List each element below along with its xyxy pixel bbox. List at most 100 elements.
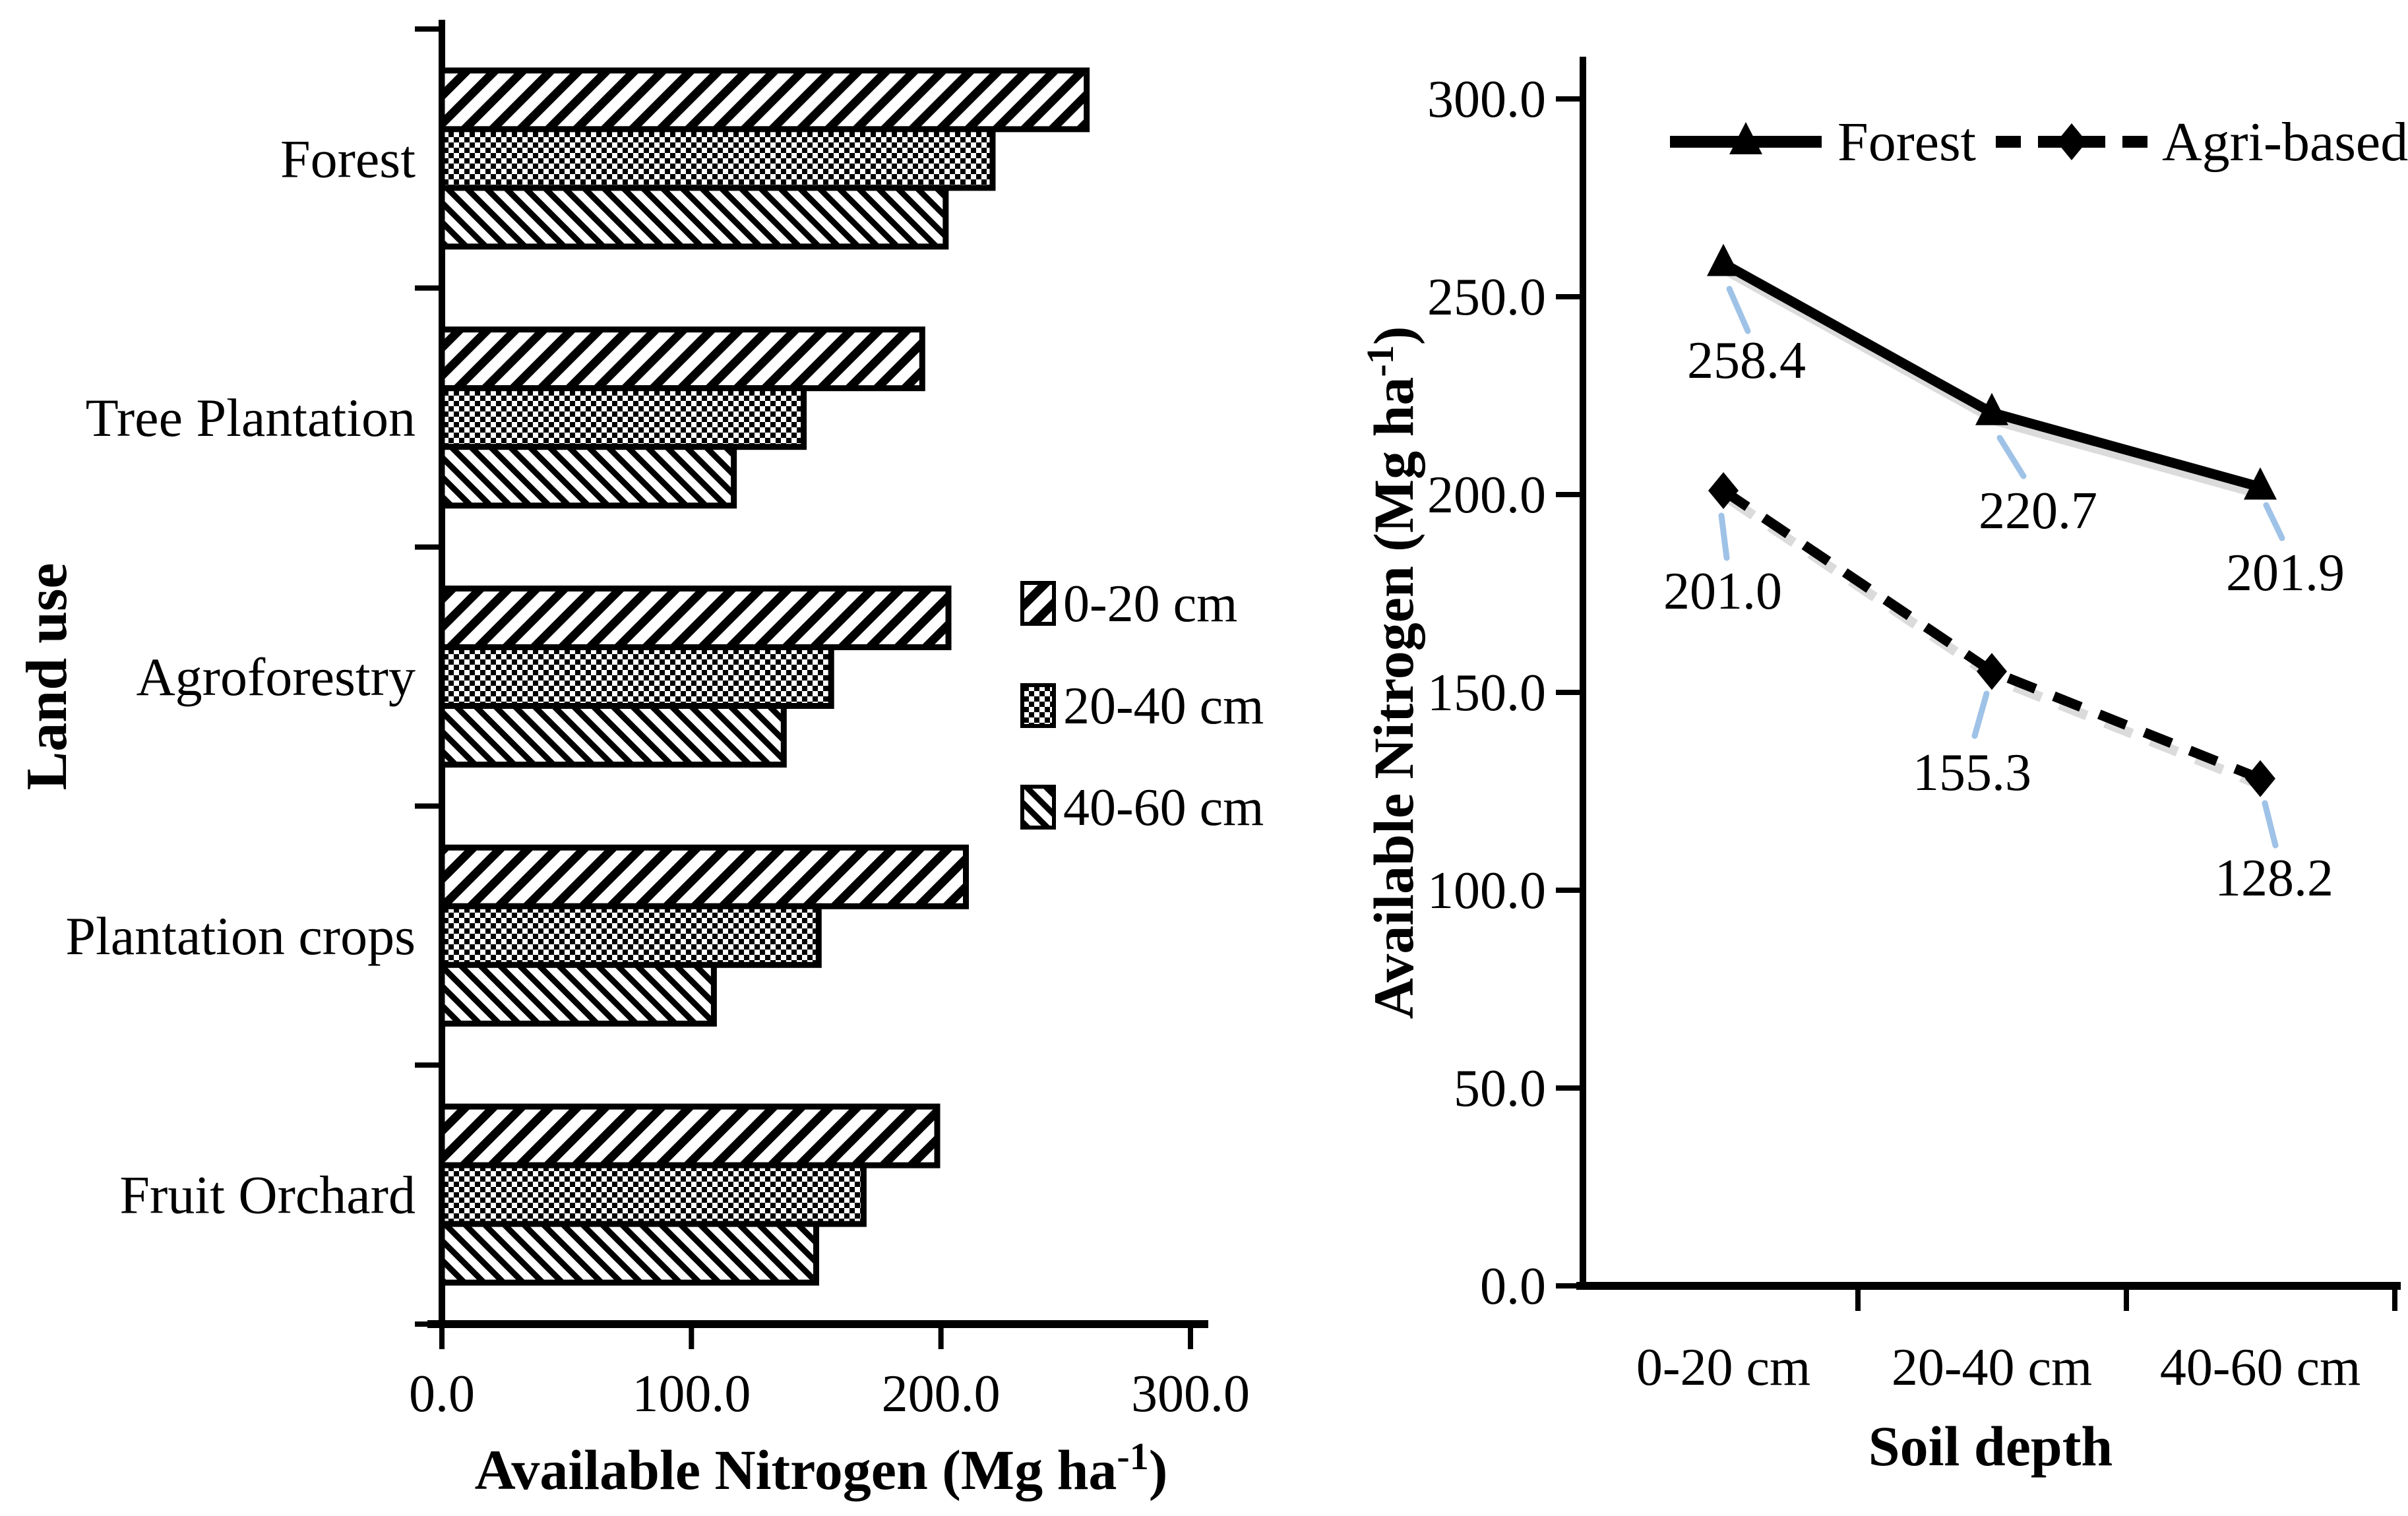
y-tick-label: 250.0 <box>1427 268 1546 326</box>
x-tick-label: 0.0 <box>409 1365 475 1423</box>
y-tick-label: 100.0 <box>1427 862 1546 920</box>
data-label-leader-line <box>2263 502 2285 541</box>
triangle-marker-forest <box>1975 392 2008 425</box>
y-tick-label: 200.0 <box>1427 466 1546 524</box>
data-label-agri-based-0-20-cm: 201.0 <box>1663 562 1782 621</box>
data-label-forest-20-40-cm: 220.7 <box>1979 482 2097 540</box>
y-axis-tick <box>415 26 442 32</box>
x-axis-title-sup: -1 <box>1117 1435 1148 1478</box>
category-label-tree-plantation: Tree Plantation <box>86 388 416 448</box>
y-axis-tick <box>415 1321 442 1327</box>
data-label-leader-line <box>1996 435 2027 479</box>
triangle-marker-forest <box>2244 467 2277 500</box>
x-axis-line <box>1576 1282 2401 1290</box>
bar-tree-plantation-20-40-cm <box>439 385 807 450</box>
y-axis-tick <box>1556 96 1583 102</box>
x-axis-tick <box>1855 1286 1861 1311</box>
x-axis-title: Soil depth <box>1868 1414 2113 1478</box>
x-axis-tick <box>2124 1286 2129 1311</box>
data-label-forest-0-20-cm: 258.4 <box>1687 332 1806 390</box>
x-axis-tick <box>938 1324 944 1349</box>
data-label-leader-line <box>2262 800 2279 849</box>
landuse-bar-chart: Forest Tree Plantation Agroforestry Plantat… <box>15 20 1264 1501</box>
data-label-leader-line <box>1726 286 1751 334</box>
bar-agroforestry-20-40-cm <box>439 644 834 709</box>
category-label-plantation-crops: Plantation crops <box>65 906 416 966</box>
x-tick-label: 200.0 <box>882 1365 1001 1423</box>
legend-swatch-0-20-cm <box>1020 581 1056 626</box>
bar-fruit-orchard-40-60-cm <box>439 1221 819 1286</box>
soildepth-line-chart: 0.0 50.0 100.0 150.0 200.0 250.0 300.0 0-20 cm 2… <box>1359 57 2408 1478</box>
x-axis-title: Available Nitrogen (Mg ha-1) <box>475 1435 1168 1501</box>
category-label-fruit-orchard: Fruit Orchard <box>119 1165 416 1225</box>
data-label-leader-line <box>1971 690 1990 739</box>
bar-fruit-orchard-0-20-cm <box>439 1103 941 1168</box>
legend-label-20-40-cm: 20-40 cm <box>1063 677 1264 735</box>
bar-tree-plantation-0-20-cm <box>439 326 925 392</box>
x-axis-tick <box>689 1324 695 1349</box>
x-axis-title-pre: Available Nitrogen (Mg ha <box>475 1438 1117 1501</box>
x-axis-title-post: ) <box>1149 1438 1168 1501</box>
bar-agroforestry-0-20-cm <box>439 586 952 650</box>
data-label-agri-based-40-60-cm: 128.2 <box>2215 849 2333 907</box>
bar-tree-plantation-40-60-cm <box>439 444 737 509</box>
y-axis-tick <box>1556 492 1583 497</box>
y-axis-tick <box>415 285 442 291</box>
legend-label-agri-based: Agri-based <box>2162 111 2408 173</box>
x-tick-label-20-40-cm: 20-40 cm <box>1892 1339 2092 1397</box>
bar-plantation-crops-0-20-cm <box>439 844 969 909</box>
legend-label-40-60-cm: 40-60 cm <box>1063 779 1264 837</box>
bar-fruit-orchard-20-40-cm <box>439 1162 867 1227</box>
y-axis-title: Available Nitrogen (Mg ha-1) <box>1359 326 1425 1019</box>
data-label-leader-line <box>1718 512 1730 561</box>
x-tick-label-40-60-cm: 40-60 cm <box>2160 1339 2361 1397</box>
data-label-forest-40-60-cm: 201.9 <box>2226 544 2345 602</box>
legend-diamond-marker <box>2056 123 2087 160</box>
x-axis-tick <box>439 1324 445 1349</box>
legend-swatch-40-60-cm <box>1020 785 1056 830</box>
y-tick-label: 50.0 <box>1454 1060 1546 1118</box>
diamond-marker-agri-based <box>1708 472 1739 509</box>
bar-agroforestry-40-60-cm <box>439 703 787 768</box>
x-tick-label-0-20-cm: 0-20 cm <box>1636 1339 1810 1397</box>
y-axis-title-post: ) <box>1362 326 1425 346</box>
data-label-agri-based-20-40-cm: 155.3 <box>1913 744 2031 802</box>
x-axis-tick <box>1188 1324 1193 1349</box>
y-tick-label: 0.0 <box>1480 1258 1546 1316</box>
x-axis-line <box>427 1320 1208 1328</box>
bar-plantation-crops-40-60-cm <box>439 961 717 1027</box>
y-axis-line <box>1580 57 1586 1290</box>
y-tick-label: 150.0 <box>1427 664 1546 722</box>
y-axis-title: Land use <box>15 563 79 791</box>
y-axis-tick <box>1556 294 1583 299</box>
y-tick-label: 300.0 <box>1427 71 1546 129</box>
y-axis-tick <box>415 803 442 809</box>
triangle-marker-forest <box>1707 243 1740 276</box>
legend-triangle-marker <box>1729 122 1762 154</box>
y-axis-title-sup: -1 <box>1359 345 1402 377</box>
y-axis-title-pre: Available Nitrogen (Mg ha <box>1362 377 1425 1019</box>
x-tick-label: 300.0 <box>1131 1365 1250 1423</box>
y-axis-tick <box>1556 1085 1583 1091</box>
y-axis-tick <box>1556 1283 1583 1289</box>
legend-swatch-20-40-cm <box>1020 683 1056 728</box>
line-agri-based <box>1720 486 2262 783</box>
x-tick-label: 100.0 <box>632 1365 751 1423</box>
y-axis-tick <box>415 544 442 550</box>
category-label-agroforestry: Agroforestry <box>136 647 416 707</box>
x-axis-tick <box>2392 1286 2397 1311</box>
legend-label-0-20-cm: 0-20 cm <box>1063 575 1237 633</box>
diamond-marker-agri-based <box>2245 760 2275 797</box>
bar-forest-0-20-cm <box>439 67 1090 133</box>
diamond-marker-agri-based <box>1977 653 2007 690</box>
y-axis-tick <box>415 1062 442 1068</box>
bar-plantation-crops-20-40-cm <box>439 903 822 968</box>
legend-label-forest: Forest <box>1837 111 1976 173</box>
bar-forest-20-40-cm <box>439 126 996 191</box>
bar-forest-40-60-cm <box>439 185 949 250</box>
category-label-forest: Forest <box>280 129 416 189</box>
y-axis-tick <box>1556 690 1583 695</box>
y-axis-tick <box>1556 888 1583 893</box>
